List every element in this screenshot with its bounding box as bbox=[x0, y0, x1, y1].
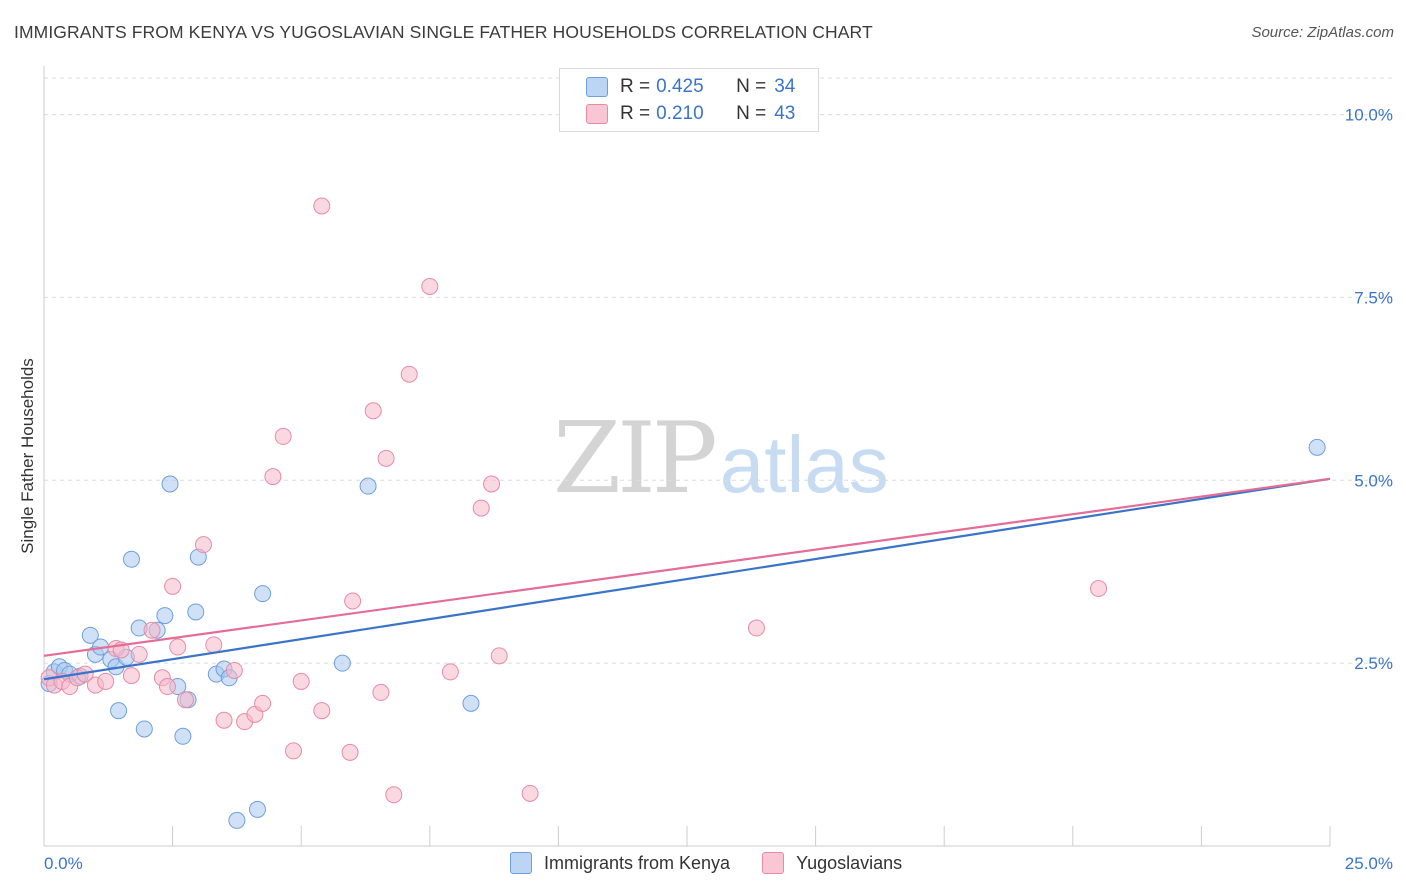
legend-row-kenya: R = 0.425 N = 34 bbox=[586, 74, 795, 100]
point-yugoslavians bbox=[441, 663, 459, 681]
x-tick-label: 0.0% bbox=[44, 854, 83, 873]
x-tick-label: 25.0% bbox=[1345, 854, 1393, 873]
legend-row-yugoslavians: R = 0.210 N = 43 bbox=[586, 101, 795, 127]
point-kenya bbox=[81, 626, 99, 644]
point-yugoslavians bbox=[490, 647, 508, 665]
point-kenya bbox=[333, 654, 351, 672]
point-yugoslavians bbox=[364, 402, 382, 420]
legend-r-label: R = bbox=[620, 76, 651, 97]
legend-n-value: 43 bbox=[774, 103, 796, 124]
source-label: Source: ZipAtlas.com bbox=[1251, 24, 1394, 41]
legend-n-value: 34 bbox=[774, 76, 796, 97]
point-yugoslavians bbox=[97, 672, 115, 690]
y-tick-label: 7.5% bbox=[1354, 288, 1393, 307]
legend-item-yugoslavians: Yugoslavians bbox=[762, 852, 902, 874]
point-yugoslavians bbox=[122, 667, 140, 685]
point-yugoslavians bbox=[292, 672, 310, 690]
legend-label-yugoslavians: Yugoslavians bbox=[796, 852, 903, 873]
legend-n-label: N = bbox=[736, 76, 767, 97]
legend-r-label: R = bbox=[620, 103, 651, 124]
point-yugoslavians bbox=[225, 661, 243, 679]
point-yugoslavians bbox=[274, 427, 292, 445]
point-kenya bbox=[135, 720, 153, 738]
point-kenya bbox=[110, 702, 128, 720]
point-yugoslavians bbox=[194, 536, 212, 554]
watermark-atlas: atlas bbox=[719, 420, 889, 509]
legend-swatch-yugoslavians bbox=[586, 104, 608, 124]
point-yugoslavians bbox=[143, 621, 161, 639]
y-tick-label: 5.0% bbox=[1354, 471, 1393, 490]
point-yugoslavians bbox=[521, 784, 539, 802]
point-yugoslavians bbox=[1090, 580, 1108, 598]
point-yugoslavians bbox=[377, 449, 395, 467]
point-yugoslavians bbox=[130, 645, 148, 663]
point-yugoslavians bbox=[421, 277, 439, 295]
point-kenya bbox=[254, 585, 272, 603]
point-yugoslavians bbox=[264, 468, 282, 486]
point-yugoslavians bbox=[284, 742, 302, 760]
point-yugoslavians bbox=[254, 694, 272, 712]
trendline-yugoslavians bbox=[43, 477, 1331, 657]
point-yugoslavians bbox=[176, 691, 194, 709]
point-yugoslavians bbox=[215, 711, 233, 729]
point-kenya bbox=[161, 475, 179, 493]
point-kenya bbox=[122, 550, 140, 568]
point-yugoslavians bbox=[400, 365, 418, 383]
legend-r-value: 0.210 bbox=[656, 103, 704, 124]
point-yugoslavians bbox=[341, 743, 359, 761]
point-kenya bbox=[174, 727, 192, 745]
point-yugoslavians bbox=[344, 592, 362, 610]
watermark-zip: ZIP bbox=[553, 402, 718, 516]
point-yugoslavians bbox=[385, 786, 403, 804]
legend-swatch-kenya bbox=[510, 852, 532, 874]
point-yugoslavians bbox=[472, 499, 490, 517]
legend-swatch-kenya bbox=[586, 77, 608, 97]
point-kenya bbox=[248, 800, 266, 818]
y-tick-label: 2.5% bbox=[1354, 654, 1393, 673]
legend-r-value: 0.425 bbox=[656, 76, 704, 97]
legend-swatch-yugoslavians bbox=[762, 852, 785, 874]
point-yugoslavians bbox=[169, 638, 187, 656]
legend-label-kenya: Immigrants from Kenya bbox=[544, 852, 731, 873]
point-yugoslavians bbox=[372, 683, 390, 701]
point-kenya bbox=[462, 694, 480, 712]
legend-item-kenya: Immigrants from Kenya bbox=[510, 852, 730, 874]
trendline-kenya bbox=[43, 477, 1331, 681]
point-yugoslavians bbox=[313, 197, 331, 215]
point-kenya bbox=[359, 477, 377, 495]
legend-n-label: N = bbox=[736, 103, 767, 124]
point-kenya bbox=[1308, 438, 1326, 456]
point-yugoslavians bbox=[483, 475, 501, 493]
point-yugoslavians bbox=[205, 636, 223, 654]
chart-title: IMMIGRANTS FROM KENYA VS YUGOSLAVIAN SIN… bbox=[14, 22, 873, 42]
point-yugoslavians bbox=[747, 619, 765, 637]
legend-bottom: Immigrants from Kenya Yugoslavians bbox=[510, 852, 934, 874]
point-kenya bbox=[187, 603, 205, 621]
point-kenya bbox=[228, 811, 246, 829]
legend-top: R = 0.425 N = 34 R = 0.210 N = 43 bbox=[559, 68, 819, 132]
point-yugoslavians bbox=[158, 678, 176, 696]
point-yugoslavians bbox=[164, 577, 182, 595]
point-yugoslavians bbox=[313, 702, 331, 720]
point-kenya bbox=[156, 607, 174, 625]
watermark: ZIPatlas bbox=[553, 402, 889, 516]
y-axis-title: Single Father Households bbox=[18, 358, 37, 554]
y-tick-label: 10.0% bbox=[1345, 106, 1393, 125]
